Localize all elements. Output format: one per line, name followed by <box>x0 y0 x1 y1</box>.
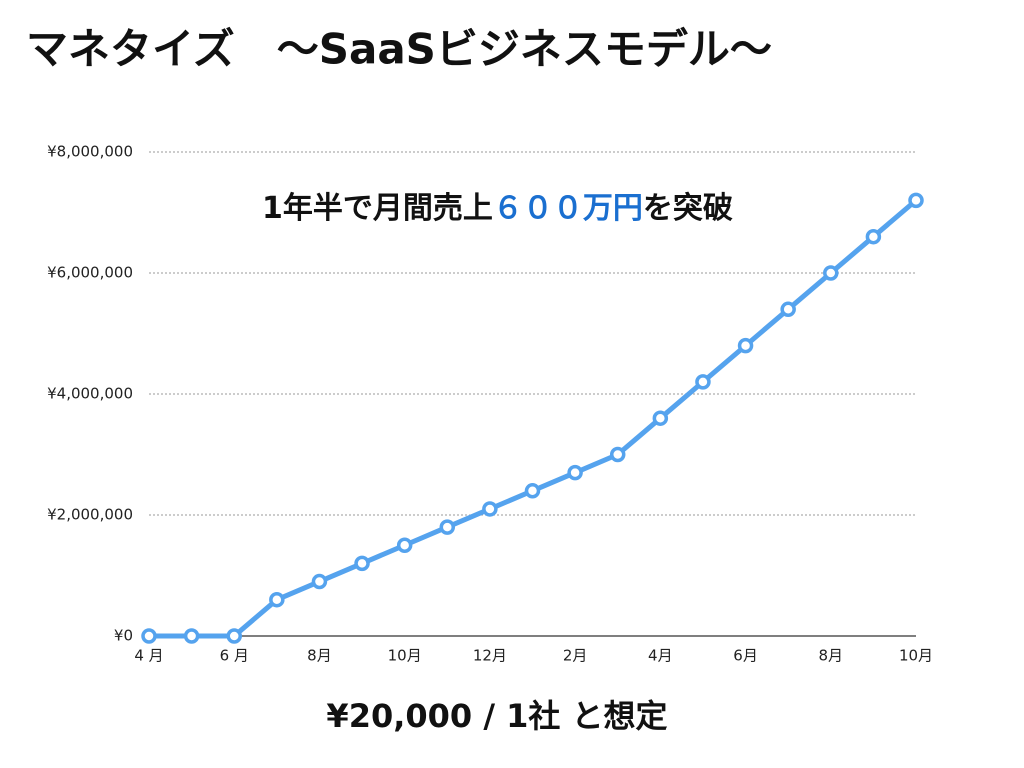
data-point <box>695 374 711 390</box>
x-tick-label: 6月 <box>733 647 758 665</box>
data-point <box>482 501 498 517</box>
annotation-part: 1年半で月間売上 <box>262 191 493 226</box>
x-tick-label: 8月 <box>819 647 844 665</box>
data-point <box>865 228 882 245</box>
data-point <box>354 555 370 572</box>
slide-title: マネタイズ 〜SaaSビジネスモデル〜 <box>26 25 772 74</box>
data-point <box>524 483 541 499</box>
annotation-part: を突破 <box>643 191 733 226</box>
data-point <box>780 301 796 318</box>
data-point <box>311 573 328 590</box>
y-tick-label: ¥0 <box>114 627 133 645</box>
data-point <box>396 537 413 553</box>
data-point <box>439 519 456 535</box>
data-point <box>652 410 669 426</box>
x-tick-label: 4月 <box>648 647 673 665</box>
x-tick-label: 4 月 <box>134 647 163 665</box>
x-tick-label: 10月 <box>388 647 422 665</box>
y-tick-label: ¥4,000,000 <box>47 385 133 403</box>
footnote: ¥20,000 / 1社 と想定 <box>326 697 667 735</box>
data-point <box>269 591 285 608</box>
data-point <box>823 265 839 281</box>
x-tick-label: 6 月 <box>220 647 249 665</box>
data-point <box>183 628 200 644</box>
y-tick-label: ¥2,000,000 <box>47 506 133 524</box>
annotation: 1年半で月間売上６００万円を突破 <box>262 191 733 226</box>
series-line <box>149 198 918 639</box>
data-point <box>609 446 626 463</box>
data-point <box>908 192 924 209</box>
y-tick-label: ¥8,000,000 <box>47 143 133 161</box>
x-tick-label: 10月 <box>899 647 933 665</box>
data-point <box>141 628 157 644</box>
data-point <box>226 628 242 644</box>
x-tick-label: 2月 <box>563 647 588 665</box>
data-point <box>567 464 583 481</box>
data-point <box>737 337 754 354</box>
annotation-highlight: ６００万円 <box>493 191 643 226</box>
x-tick-label: 8月 <box>307 647 332 665</box>
x-tick-label: 12月 <box>473 647 507 665</box>
y-tick-label: ¥6,000,000 <box>47 264 133 282</box>
